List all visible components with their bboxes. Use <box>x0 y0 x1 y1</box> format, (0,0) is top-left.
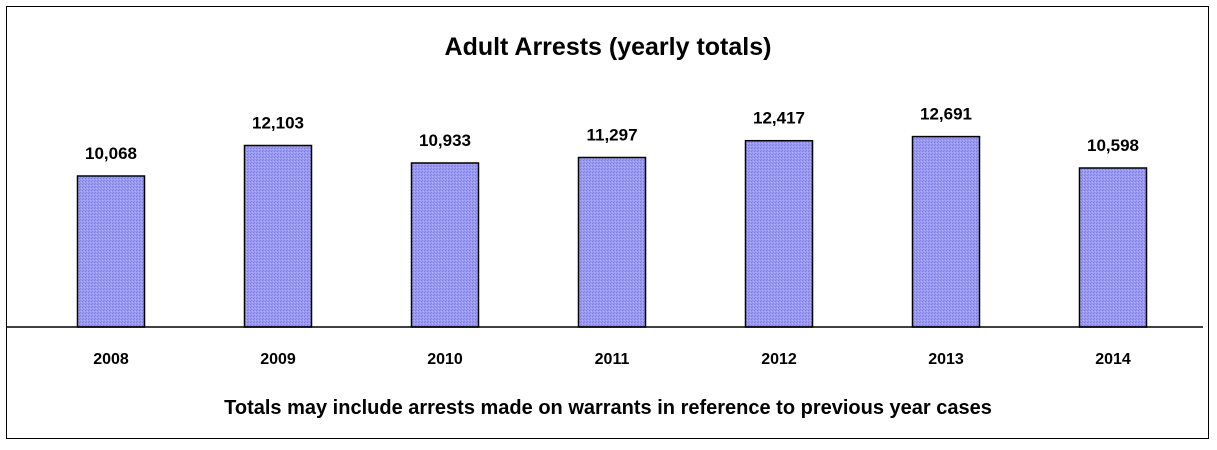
x-tick-label-2010: 2010 <box>427 351 463 368</box>
x-tick-label-2013: 2013 <box>928 351 964 368</box>
bar-2011 <box>577 156 647 328</box>
bar-2014 <box>1078 167 1148 328</box>
x-tick-label-2012: 2012 <box>761 351 797 368</box>
chart-frame: Adult Arrests (yearly totals) 10,068 12,1… <box>6 6 1209 439</box>
value-label-2009: 12,103 <box>252 114 304 133</box>
bar-2008 <box>76 175 146 328</box>
bar-chart: Adult Arrests (yearly totals) 10,068 12,1… <box>7 33 1203 419</box>
chart-title: Adult Arrests (yearly totals) <box>445 33 772 61</box>
bar-2009 <box>243 144 313 328</box>
value-label-2014: 10,598 <box>1087 136 1139 155</box>
value-label-2010: 10,933 <box>419 131 471 150</box>
bar-2013 <box>911 135 981 328</box>
value-label-2008: 10,068 <box>85 144 137 163</box>
value-labels-group: 10,068 12,103 10,933 11,297 12,417 12,691 10,5… <box>85 105 1139 163</box>
x-tick-label-2011: 2011 <box>595 351 630 368</box>
x-tick-labels: 2008 2009 2010 2011 2012 2013 2014 <box>93 351 1131 368</box>
bar-2012 <box>744 139 814 328</box>
chart-footnote: Totals may include arrests made on warra… <box>224 397 992 419</box>
x-tick-label-2014: 2014 <box>1095 351 1131 368</box>
value-label-2013: 12,691 <box>920 105 972 124</box>
value-label-2011: 11,297 <box>586 126 637 145</box>
x-tick-label-2008: 2008 <box>93 351 129 368</box>
value-label-2012: 12,417 <box>753 109 805 128</box>
bar-2010 <box>410 162 480 328</box>
bars-group <box>76 135 1148 328</box>
x-tick-label-2009: 2009 <box>260 351 296 368</box>
